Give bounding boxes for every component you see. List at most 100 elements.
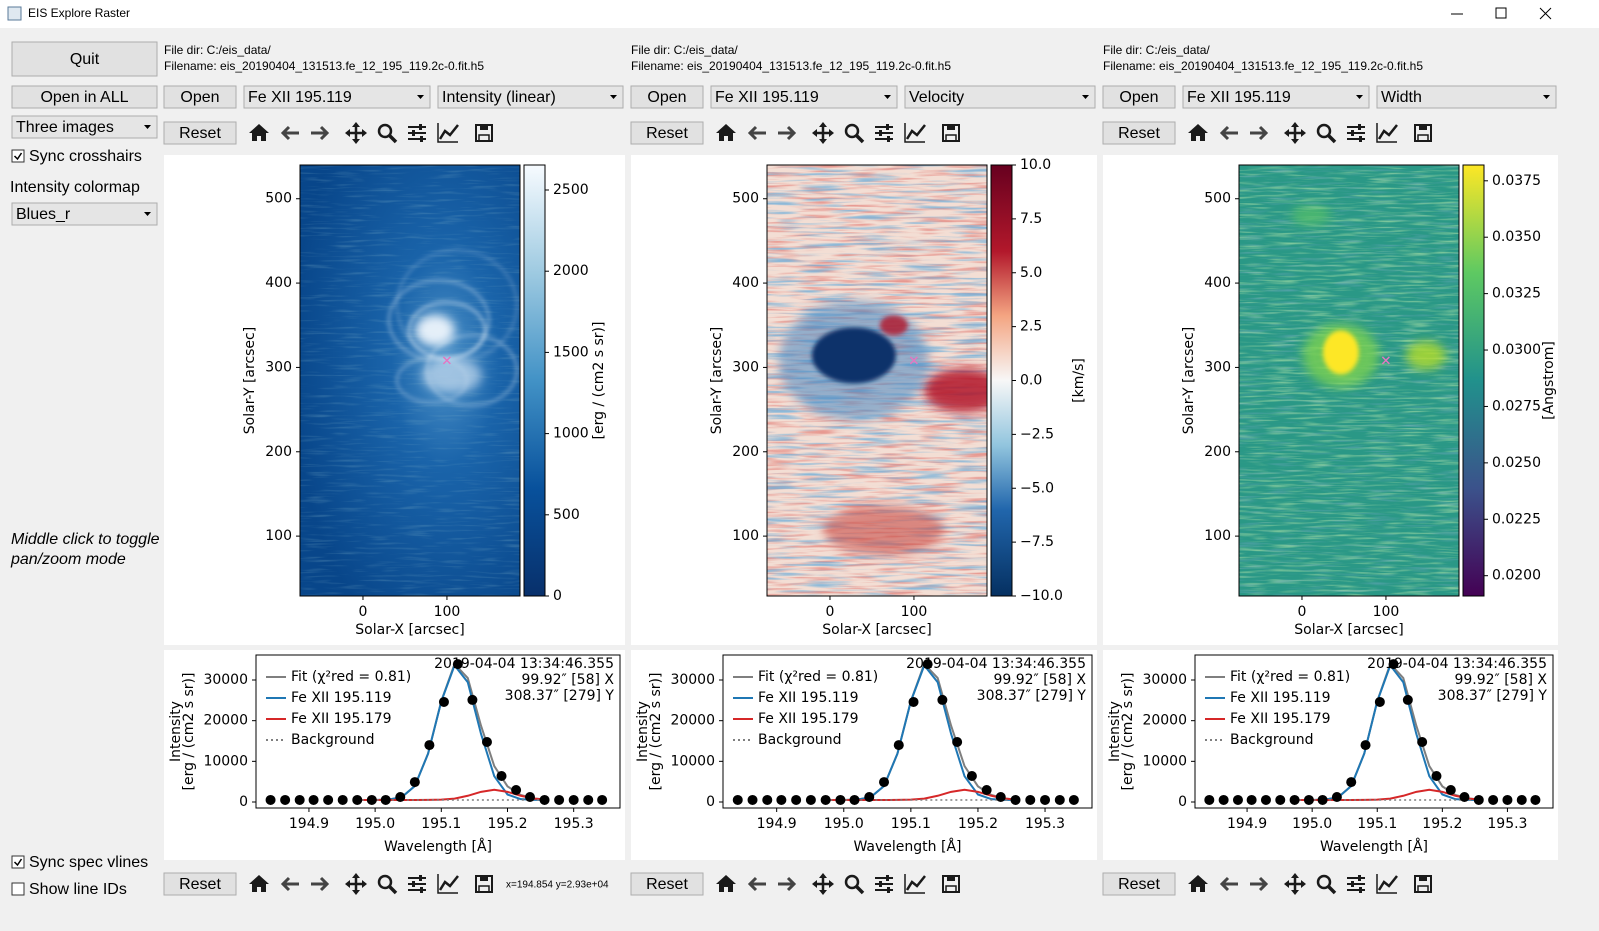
measure-dropdown[interactable]: Velocity xyxy=(904,85,1096,109)
checkbox-box[interactable] xyxy=(11,882,25,896)
dropdown-face[interactable] xyxy=(243,85,431,109)
zoom-icon[interactable] xyxy=(1316,123,1337,144)
save-icon[interactable] xyxy=(942,124,960,142)
save-icon[interactable] xyxy=(475,875,493,893)
dropdown-label[interactable]: Fe XII 195.119 xyxy=(715,89,819,106)
dropdown-arrow[interactable] xyxy=(144,125,151,129)
button-face[interactable] xyxy=(11,85,158,109)
checkbox-box[interactable] xyxy=(11,855,25,869)
line-ids-checkbox[interactable]: Show line IDs xyxy=(11,881,127,898)
button-face[interactable] xyxy=(163,872,237,896)
button-label[interactable]: Open xyxy=(180,89,219,106)
checkbox-check[interactable] xyxy=(13,152,23,161)
button-label[interactable]: Reset xyxy=(179,876,221,893)
forward-icon[interactable] xyxy=(1250,125,1269,141)
dropdown-face[interactable] xyxy=(1376,85,1557,109)
checkbox-label[interactable]: Sync spec vlines xyxy=(29,854,148,871)
checkbox-box[interactable] xyxy=(11,149,25,163)
configure-icon[interactable] xyxy=(408,875,426,893)
dropdown-face[interactable] xyxy=(904,85,1096,109)
back-icon[interactable] xyxy=(747,125,766,141)
save-icon[interactable] xyxy=(1414,875,1432,893)
save-icon[interactable] xyxy=(942,875,960,893)
configure-icon[interactable] xyxy=(875,124,893,142)
edit-icon[interactable] xyxy=(437,123,459,143)
button-face[interactable] xyxy=(163,85,237,109)
dropdown-arrow[interactable] xyxy=(417,95,424,99)
pan-icon[interactable] xyxy=(1284,873,1306,895)
zoom-icon[interactable] xyxy=(377,874,398,895)
close-button[interactable] xyxy=(1539,7,1552,20)
checkbox-check[interactable] xyxy=(13,858,23,867)
checkbox-label[interactable]: Show line IDs xyxy=(29,881,127,898)
reset-button[interactable]: Reset xyxy=(163,121,237,145)
home-icon[interactable] xyxy=(249,875,269,892)
button-face[interactable] xyxy=(163,121,237,145)
home-icon[interactable] xyxy=(716,124,736,141)
sync-spec-checkbox[interactable]: Sync spec vlines xyxy=(11,854,148,871)
zoom-icon[interactable] xyxy=(377,123,398,144)
pan-icon[interactable] xyxy=(1284,122,1306,144)
reset-button[interactable]: Reset xyxy=(1102,872,1176,896)
button-label[interactable]: Open in ALL xyxy=(40,89,128,106)
dropdown-label[interactable]: Intensity (linear) xyxy=(442,89,556,106)
dropdown-label[interactable]: Velocity xyxy=(909,89,964,106)
home-icon[interactable] xyxy=(716,875,736,892)
open-button[interactable]: Open xyxy=(630,85,704,109)
reset-button[interactable]: Reset xyxy=(630,872,704,896)
home-icon[interactable] xyxy=(249,124,269,141)
quit-button[interactable]: Quit xyxy=(11,41,158,77)
edit-icon[interactable] xyxy=(1376,874,1398,894)
dropdown-label[interactable]: Width xyxy=(1381,89,1422,106)
forward-icon[interactable] xyxy=(1250,876,1269,892)
button-label[interactable]: Quit xyxy=(70,51,100,68)
back-icon[interactable] xyxy=(280,125,299,141)
dropdown-face[interactable] xyxy=(1182,85,1370,109)
reset-button[interactable]: Reset xyxy=(1102,121,1176,145)
dropdown-label[interactable]: Three images xyxy=(16,119,114,136)
dropdown-arrow[interactable] xyxy=(1082,95,1089,99)
dropdown-face[interactable] xyxy=(710,85,898,109)
button-label[interactable]: Reset xyxy=(1118,876,1160,893)
measure-dropdown[interactable]: Intensity (linear) xyxy=(437,85,624,109)
home-icon[interactable] xyxy=(1188,124,1208,141)
line-dropdown[interactable]: Fe XII 195.119 xyxy=(1182,85,1370,109)
back-icon[interactable] xyxy=(1219,876,1238,892)
pan-icon[interactable] xyxy=(345,873,367,895)
button-label[interactable]: Reset xyxy=(1118,125,1160,142)
button-face[interactable] xyxy=(11,41,158,77)
forward-icon[interactable] xyxy=(778,125,797,141)
line-dropdown[interactable]: Fe XII 195.119 xyxy=(243,85,431,109)
dropdown-face[interactable] xyxy=(437,85,624,109)
dropdown-face[interactable] xyxy=(11,115,158,139)
configure-icon[interactable] xyxy=(408,124,426,142)
colormap-dropdown[interactable]: Blues_r xyxy=(11,202,158,226)
dropdown-label[interactable]: Fe XII 195.119 xyxy=(248,89,352,106)
forward-icon[interactable] xyxy=(311,125,330,141)
save-icon[interactable] xyxy=(475,124,493,142)
maximize-button[interactable] xyxy=(1495,7,1507,19)
dropdown-arrow[interactable] xyxy=(144,212,151,216)
button-label[interactable]: Reset xyxy=(646,125,688,142)
dropdown-arrow[interactable] xyxy=(610,95,617,99)
edit-icon[interactable] xyxy=(904,123,926,143)
layout-dropdown[interactable]: Three images xyxy=(11,115,158,139)
back-icon[interactable] xyxy=(280,876,299,892)
dropdown-arrow[interactable] xyxy=(1356,95,1363,99)
button-label[interactable]: Reset xyxy=(646,876,688,893)
back-icon[interactable] xyxy=(747,876,766,892)
edit-icon[interactable] xyxy=(437,874,459,894)
home-icon[interactable] xyxy=(1188,875,1208,892)
pan-icon[interactable] xyxy=(812,873,834,895)
line-dropdown[interactable]: Fe XII 195.119 xyxy=(710,85,898,109)
pan-icon[interactable] xyxy=(812,122,834,144)
forward-icon[interactable] xyxy=(311,876,330,892)
configure-icon[interactable] xyxy=(1347,875,1365,893)
dropdown-label[interactable]: Blues_r xyxy=(16,206,71,223)
button-face[interactable] xyxy=(1102,872,1176,896)
button-face[interactable] xyxy=(630,85,704,109)
button-face[interactable] xyxy=(630,121,704,145)
configure-icon[interactable] xyxy=(875,875,893,893)
open-button[interactable]: Open xyxy=(163,85,237,109)
edit-icon[interactable] xyxy=(904,874,926,894)
